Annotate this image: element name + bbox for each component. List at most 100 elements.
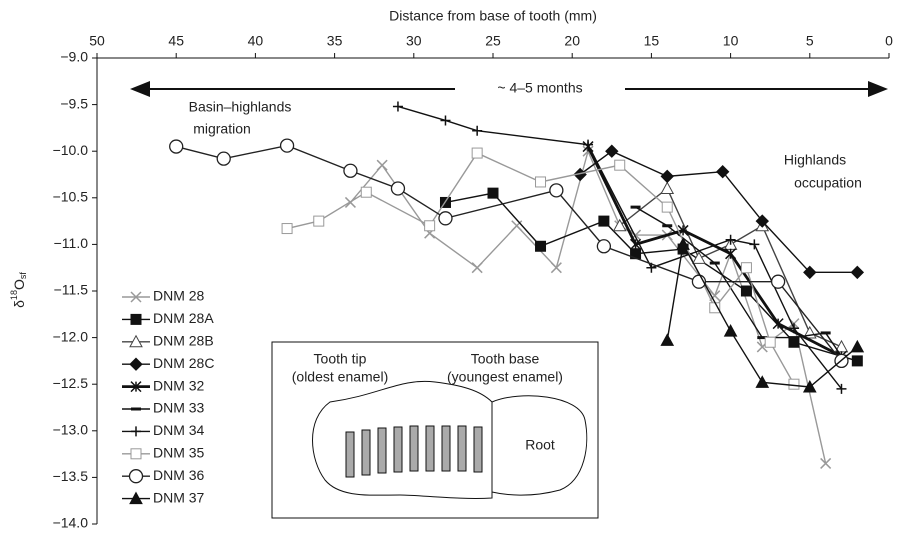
- inset-label: (youngest enamel): [447, 369, 563, 385]
- annotation: Basin–highlands: [189, 99, 292, 115]
- marker: [392, 101, 403, 112]
- legend-label: DNM 32: [153, 377, 205, 393]
- marker: [549, 183, 564, 198]
- legend-marker: [130, 381, 142, 393]
- inset-label: Root: [525, 437, 555, 453]
- legend-marker: [130, 291, 142, 303]
- marker: [723, 324, 738, 337]
- legend-label: DNM 37: [153, 489, 205, 505]
- marker: [676, 237, 690, 250]
- marker: [740, 262, 752, 274]
- series: [660, 237, 865, 393]
- marker: [764, 336, 776, 348]
- legend-label: DNM 28A: [153, 310, 214, 326]
- marker: [343, 163, 358, 178]
- marker: [535, 176, 547, 188]
- series-line: [176, 144, 843, 362]
- series-line: [445, 192, 858, 362]
- series: [582, 141, 848, 362]
- marker: [598, 215, 610, 227]
- series-line: [286, 152, 795, 385]
- annotation: Highlands: [784, 152, 846, 168]
- x-tick-label: 40: [248, 33, 264, 49]
- marker: [803, 265, 817, 280]
- marker: [715, 164, 730, 179]
- legend-marker: [128, 469, 144, 484]
- marker: [390, 181, 406, 196]
- x-tick-label: 30: [406, 33, 422, 49]
- marker: [471, 147, 483, 159]
- series-line: [586, 145, 843, 358]
- annotation: ~ 4–5 months: [497, 80, 582, 96]
- marker: [583, 139, 594, 150]
- y-tick-label: −11.5: [54, 282, 89, 298]
- legend-label: DNM 33: [153, 400, 205, 416]
- x-tick-label: 5: [806, 33, 814, 49]
- series-line: [666, 242, 858, 388]
- marker: [660, 169, 674, 184]
- marker: [360, 186, 372, 198]
- x-tick-label: 10: [723, 33, 739, 49]
- y-axis-label: δ18Osf: [9, 272, 28, 308]
- series: [573, 144, 865, 280]
- marker: [630, 238, 642, 250]
- series: [281, 147, 800, 390]
- marker: [788, 378, 800, 390]
- marker: [550, 262, 562, 274]
- legend-marker: [131, 426, 141, 437]
- marker: [596, 239, 612, 254]
- marker: [850, 265, 865, 280]
- y-tick-label: −13.0: [53, 422, 89, 438]
- legend-marker: [129, 491, 143, 505]
- marker: [438, 211, 453, 226]
- annotation: migration: [193, 121, 251, 137]
- marker: [511, 220, 523, 232]
- legend-label: DNM 35: [153, 445, 205, 461]
- marker: [749, 239, 760, 250]
- marker: [725, 234, 736, 245]
- series: [169, 138, 849, 369]
- annotation: occupation: [794, 175, 862, 191]
- inset-label: (oldest enamel): [292, 369, 389, 385]
- inset-label: Tooth tip: [314, 351, 367, 367]
- marker: [802, 379, 817, 393]
- marker: [440, 115, 451, 126]
- y-tick-label: −12.0: [53, 328, 89, 344]
- marker: [424, 220, 436, 232]
- legend-marker: [129, 334, 143, 348]
- marker: [471, 262, 483, 274]
- y-tick-label: −12.5: [53, 375, 89, 391]
- y-tick-label: −14.0: [53, 515, 89, 531]
- marker: [772, 318, 784, 330]
- marker: [487, 187, 499, 199]
- marker: [820, 457, 832, 469]
- marker: [740, 285, 752, 297]
- x-tick-label: 20: [564, 33, 580, 49]
- marker: [216, 151, 231, 166]
- series: [392, 101, 847, 394]
- inset: [271, 341, 599, 519]
- marker: [169, 139, 184, 154]
- y-tick-label: −10.0: [53, 142, 89, 158]
- marker: [472, 125, 483, 136]
- legend-marker: [130, 313, 142, 325]
- marker: [850, 339, 865, 353]
- marker: [755, 375, 770, 388]
- x-tick-label: 35: [327, 33, 343, 49]
- legend-label: DNM 36: [153, 467, 205, 483]
- marker: [836, 383, 847, 394]
- y-tick-label: −13.5: [53, 468, 89, 484]
- y-tick-label: −11.0: [54, 235, 89, 251]
- marker: [535, 240, 547, 252]
- marker: [851, 355, 863, 367]
- legend-label: DNM 28: [153, 288, 205, 304]
- y-tick-label: −9.0: [60, 49, 88, 65]
- legend-label: DNM 34: [153, 422, 205, 438]
- series: [439, 187, 863, 367]
- marker: [281, 223, 293, 235]
- marker: [755, 214, 769, 228]
- x-tick-label: 15: [644, 33, 660, 49]
- marker: [376, 159, 388, 171]
- x-axis-label: Distance from base of tooth (mm): [389, 8, 597, 24]
